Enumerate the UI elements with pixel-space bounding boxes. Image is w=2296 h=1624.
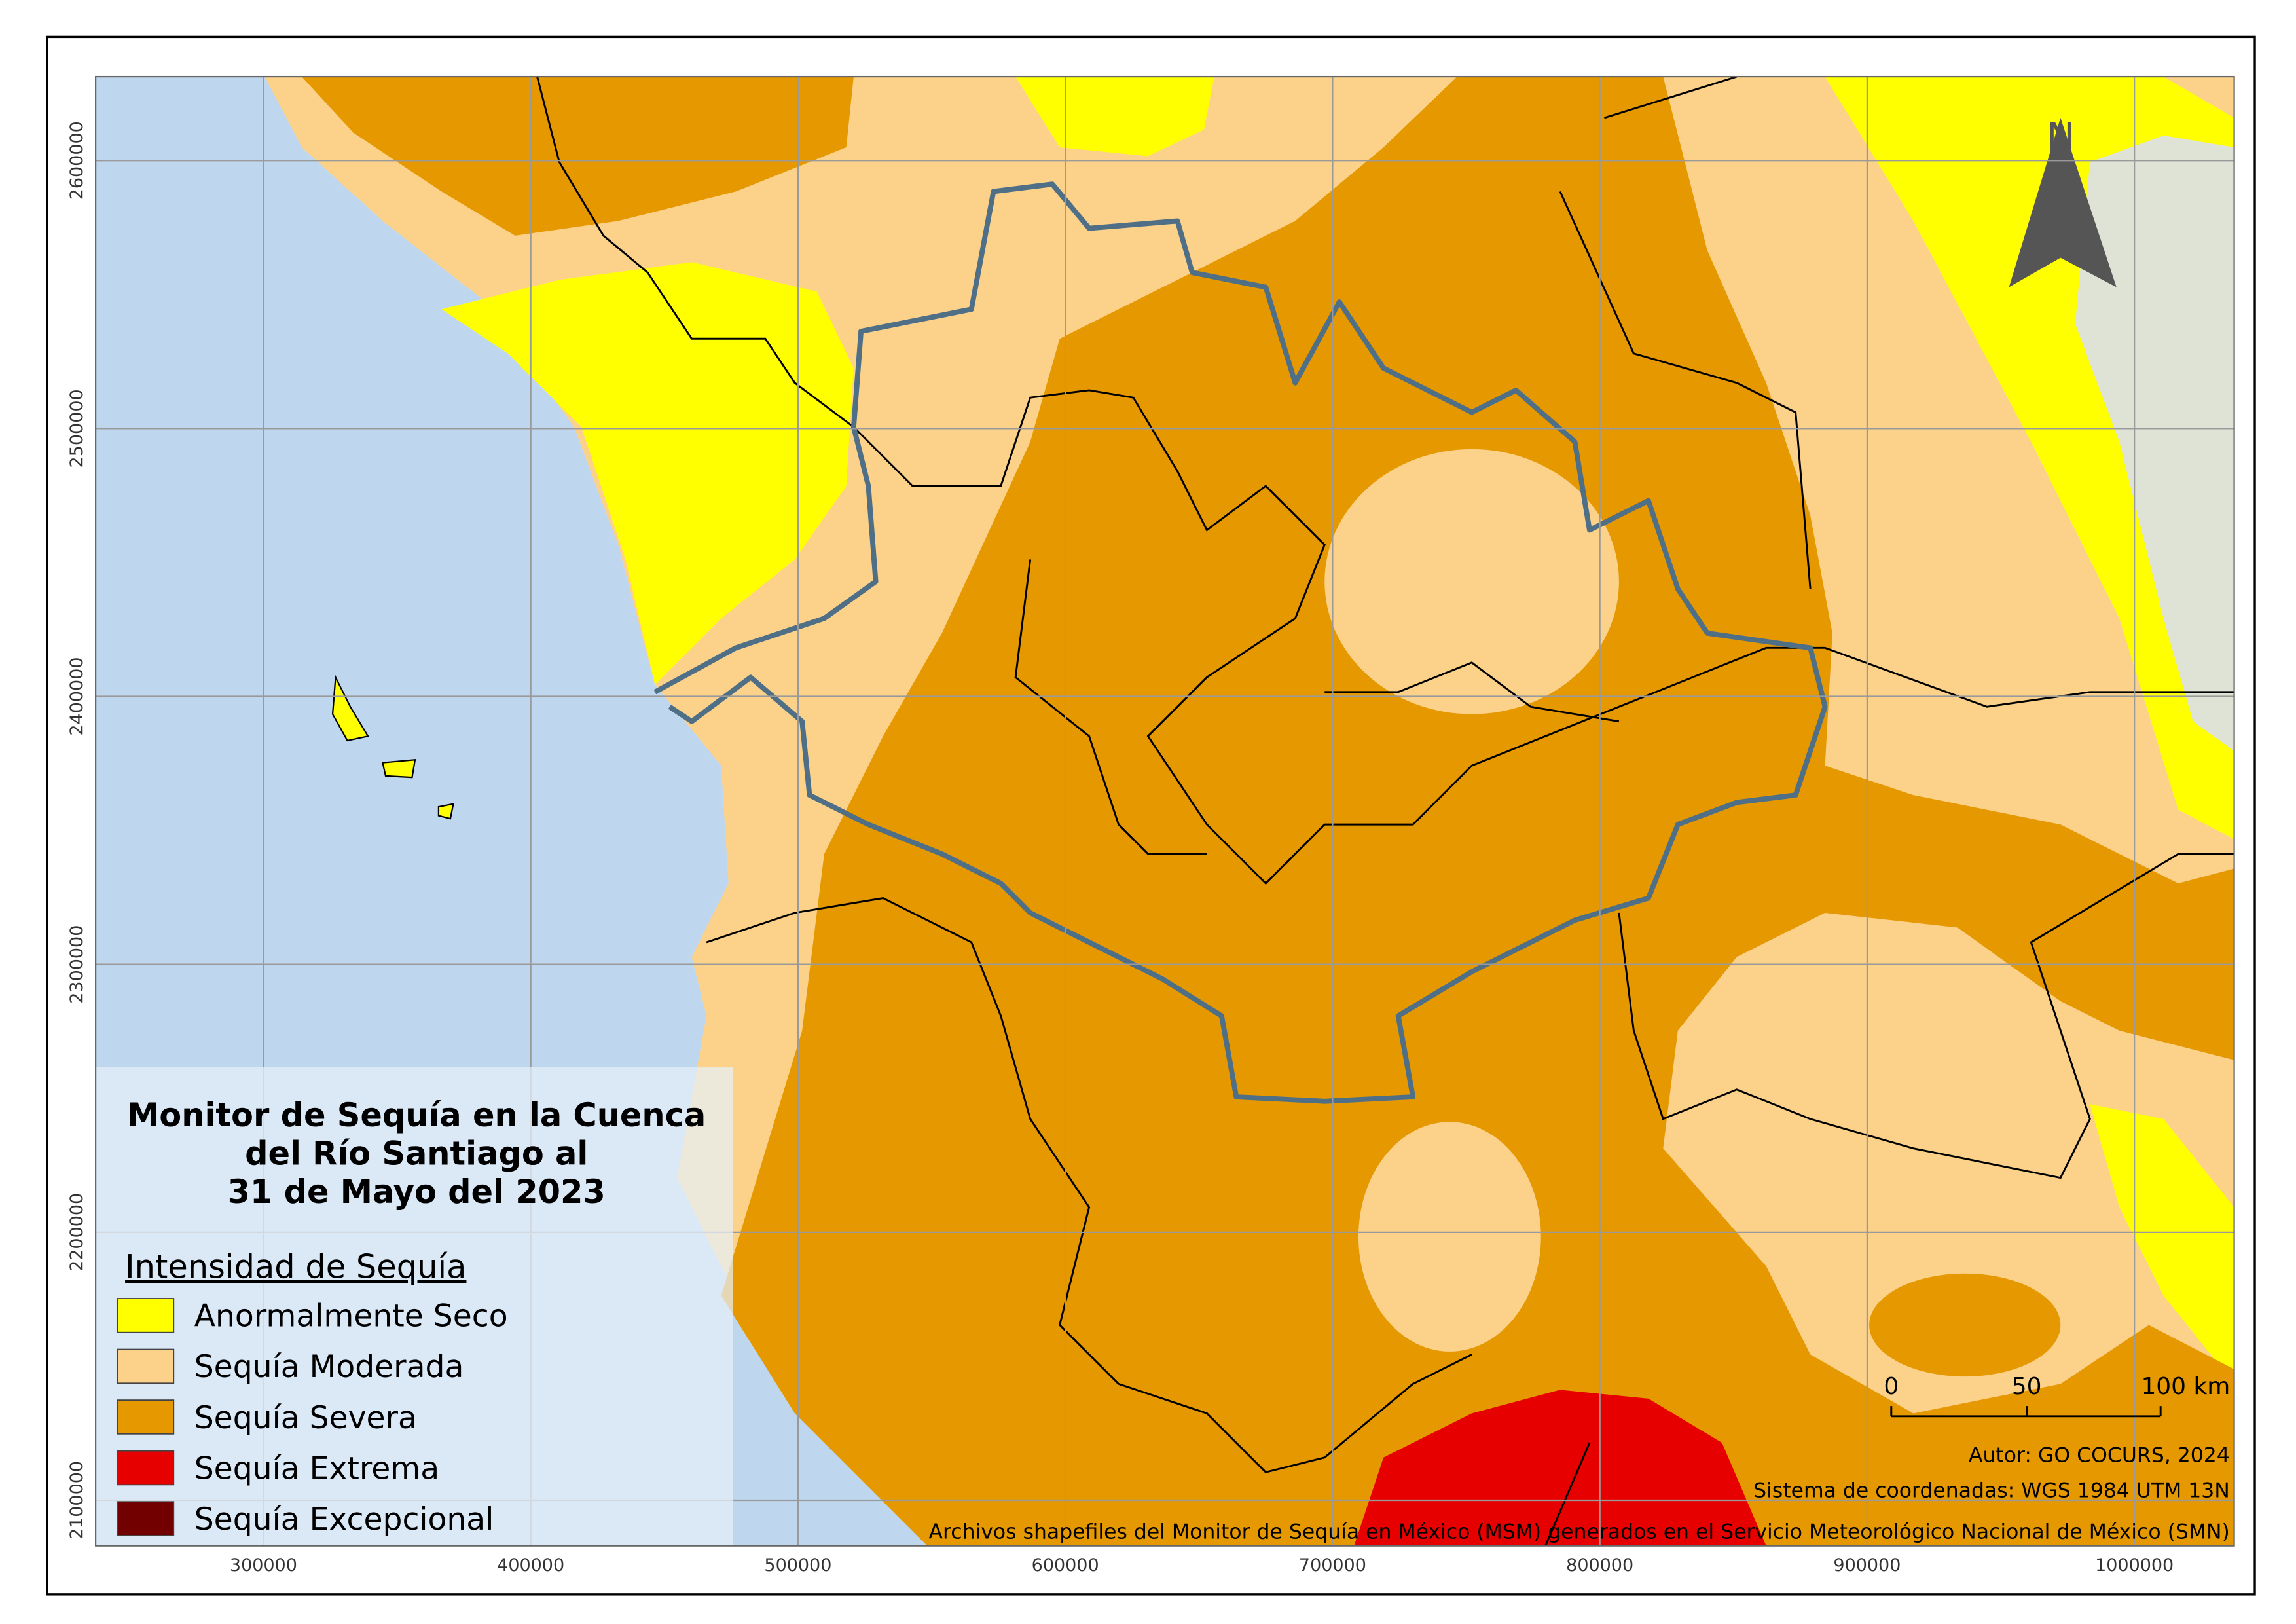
x-tick-label: 300000 xyxy=(230,1555,297,1576)
abnormal-area xyxy=(441,262,854,685)
title: 31 de Mayo del 2023 xyxy=(228,1173,606,1211)
scale-line xyxy=(1890,1406,2162,1418)
islands xyxy=(331,674,454,820)
legend-swatch xyxy=(117,1298,175,1333)
terrain-inset xyxy=(2075,136,2234,751)
severe-area xyxy=(301,77,854,236)
x-tick-label: 1000000 xyxy=(2095,1555,2174,1576)
credit: Archivos shapefiles del Monitor de Sequí… xyxy=(929,1520,2230,1543)
y-tick-label: 2600000 xyxy=(67,121,87,200)
x-tick-label: 700000 xyxy=(1299,1555,1366,1576)
legend-label: Sequía Moderada xyxy=(194,1349,464,1385)
severe-area xyxy=(1869,1273,2061,1377)
x-tick-label: 600000 xyxy=(1032,1555,1099,1576)
credit: Sistema de coordenadas: WGS 1984 UTM 13N xyxy=(1753,1479,2230,1502)
moderate-area xyxy=(1358,1122,1541,1352)
x-tick-label: 400000 xyxy=(497,1555,564,1576)
scale-label: 100 km xyxy=(2141,1373,2230,1400)
abnormal-area xyxy=(2090,1104,2234,1384)
scale-label: 50 xyxy=(2012,1373,2042,1400)
legend-title: Intensidad de Sequía xyxy=(125,1248,466,1286)
grid: 300000 400000 500000 600000 700000 800000 9000… xyxy=(67,77,2234,1576)
map-frame xyxy=(95,75,2235,1547)
frame xyxy=(46,35,2256,1596)
severe-area xyxy=(721,77,2234,1546)
scale-bar: 0 50 100 km xyxy=(1884,1373,2230,1418)
scale-label: 0 xyxy=(1884,1373,1899,1400)
legend-label: Sequía Excepcional xyxy=(194,1502,494,1538)
north-label: N xyxy=(2046,115,2075,159)
extreme-area xyxy=(1354,1390,1766,1546)
y-tick-label: 2500000 xyxy=(67,389,87,468)
credit: Autor: GO COCURS, 2024 xyxy=(1969,1444,2230,1467)
x-tick-label: 500000 xyxy=(764,1555,831,1576)
title: del Río Santiago al xyxy=(245,1134,588,1172)
north-arrow xyxy=(2009,118,2117,287)
x-tick-label: 900000 xyxy=(1833,1555,1901,1576)
legend-label: Sequía Severa xyxy=(194,1400,417,1436)
legend: Anormalmente Seco Sequía Moderada Sequía S… xyxy=(117,1298,508,1538)
y-tick-label: 2200000 xyxy=(67,1193,87,1272)
title: Monitor de Sequía en la Cuenca xyxy=(127,1096,706,1134)
legend-swatch xyxy=(117,1450,175,1486)
legend-label: Anormalmente Seco xyxy=(194,1299,508,1335)
moderate-area xyxy=(1324,449,1619,714)
legend-swatch xyxy=(117,1348,175,1384)
legend-swatch xyxy=(117,1399,175,1435)
legend-label: Sequía Extrema xyxy=(194,1450,439,1486)
x-tick-label: 800000 xyxy=(1566,1555,1633,1576)
legend-swatch xyxy=(117,1501,175,1536)
y-tick-label: 2300000 xyxy=(67,925,87,1004)
y-tick-label: 2400000 xyxy=(67,657,87,735)
y-tick-label: 2100000 xyxy=(67,1461,87,1540)
legend-panel xyxy=(96,1067,733,1546)
